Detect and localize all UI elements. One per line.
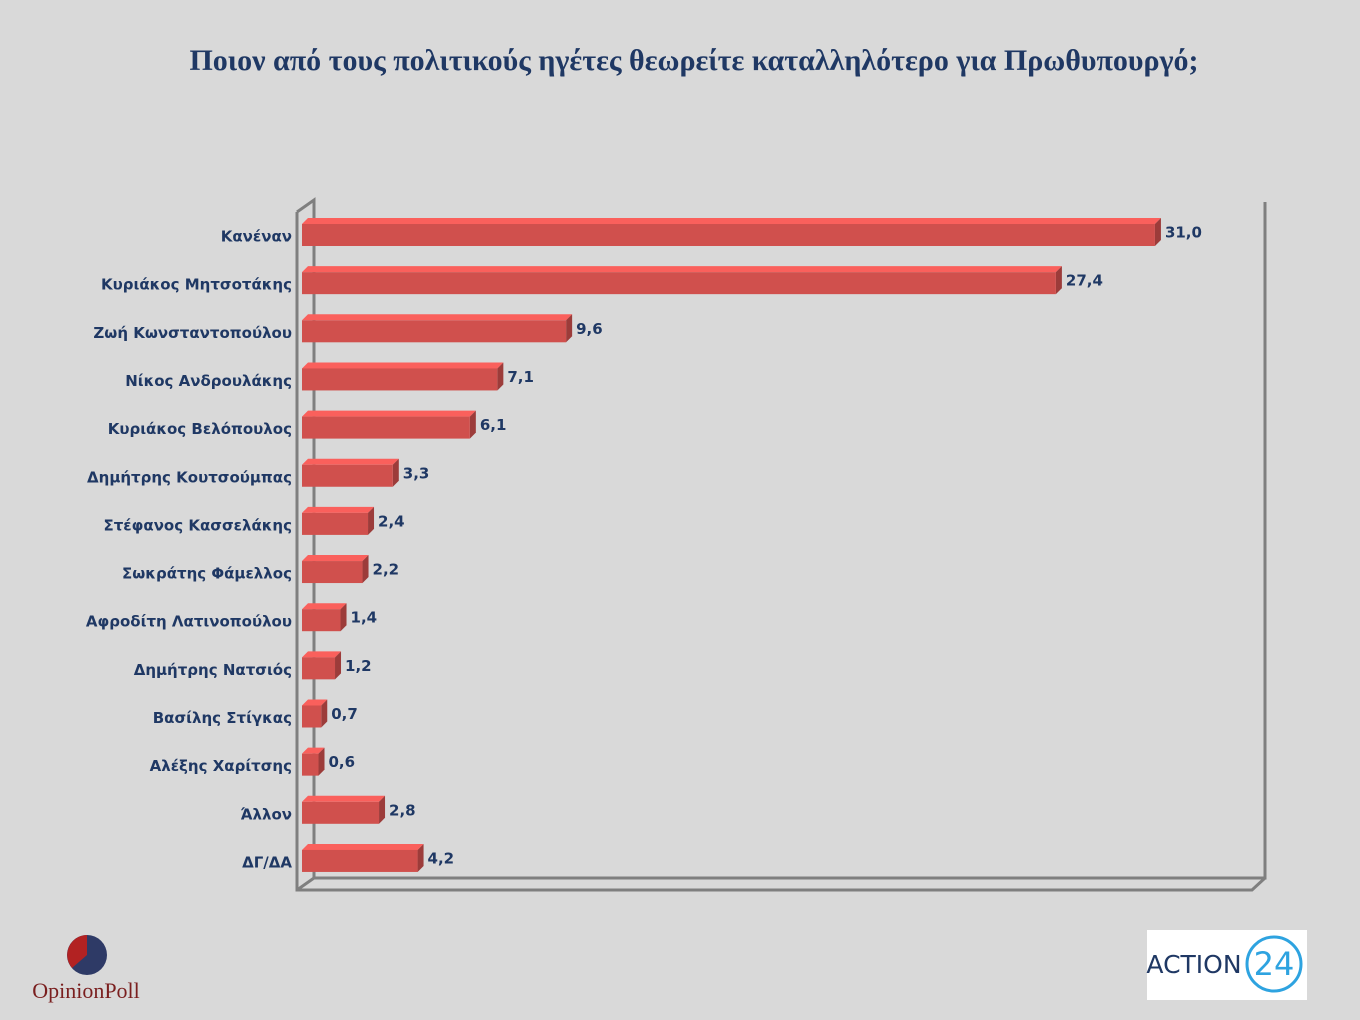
- value-label: 4,2: [428, 849, 455, 867]
- category-label: Δημήτρης Νατσιός: [134, 661, 292, 679]
- bar-top: [302, 506, 375, 513]
- bar: [302, 747, 325, 776]
- category-label: Ζωή Κωνσταντοπούλου: [93, 324, 292, 342]
- bar-top: [302, 555, 369, 562]
- value-label: 2,8: [389, 801, 416, 819]
- category-label: Αλέξης Χαρίτσης: [150, 757, 292, 775]
- bar-side: [566, 314, 573, 343]
- floor-edge: [296, 876, 315, 892]
- bar-top: [302, 218, 1161, 224]
- bar-top: [302, 603, 347, 610]
- bar-front: [302, 416, 470, 439]
- bar: [302, 795, 386, 824]
- floor-edge: [295, 212, 1267, 892]
- bar-side: [340, 603, 347, 632]
- bar: [302, 651, 342, 680]
- bar-side: [1154, 218, 1161, 246]
- bar-front: [302, 705, 322, 728]
- category-label: Στέφανος Κασσελάκης: [103, 516, 292, 534]
- category-label: Νίκος Ανδρουλάκης: [125, 372, 292, 390]
- bar-side: [335, 651, 342, 680]
- category-label: Δημήτρης Κουτσούμπας: [87, 468, 292, 486]
- bar: [302, 218, 1161, 246]
- bar-side: [379, 795, 386, 824]
- logo-box: [1147, 930, 1307, 1000]
- bar-top: [302, 843, 424, 850]
- bar-front: [302, 224, 1155, 246]
- category-label: Σωκράτης Φάμελλος: [122, 565, 292, 583]
- value-label: 6,1: [480, 416, 507, 434]
- bar-top: [302, 410, 476, 417]
- bar-top: [302, 699, 328, 706]
- bar: [302, 603, 347, 632]
- bar-top: [302, 795, 386, 802]
- bar-top: [302, 747, 325, 754]
- bar-side: [321, 699, 328, 728]
- bar-side: [392, 458, 399, 487]
- bar: [302, 410, 476, 439]
- bar: [302, 699, 328, 728]
- bar-side: [469, 410, 476, 439]
- category-label: Κυριάκος Βελόπουλος: [108, 420, 292, 438]
- logo-slice: [67, 935, 87, 968]
- bar-front: [302, 753, 319, 776]
- bar-side: [362, 555, 369, 584]
- value-label: 0,6: [329, 753, 356, 771]
- chart-title: Ποιον από τους πολιτικούς ηγέτες θεωρείτ…: [189, 44, 1198, 77]
- frame: [295, 197, 1267, 892]
- bar-front: [302, 609, 341, 632]
- opinionpoll-logo: OpinionPoll: [32, 935, 140, 1003]
- bar-front: [302, 272, 1056, 295]
- bar: [302, 555, 369, 584]
- value-label: 27,4: [1066, 272, 1103, 290]
- value-label: 3,3: [403, 464, 430, 482]
- bar-top: [302, 266, 1062, 273]
- bar-front: [302, 801, 380, 824]
- category-label: ΔΓ/ΔΑ: [242, 853, 292, 871]
- bar-top: [302, 314, 573, 321]
- value-label: 9,6: [576, 320, 603, 338]
- value-label: 31,0: [1165, 224, 1202, 242]
- bar-side: [318, 747, 325, 776]
- bar-top: [302, 651, 342, 658]
- bar-front: [302, 561, 363, 584]
- bar: [302, 266, 1062, 295]
- logo-ring: [1245, 935, 1303, 993]
- bar: [302, 314, 573, 343]
- bar: [302, 506, 375, 535]
- bar-front: [302, 657, 336, 680]
- bar-side: [1055, 266, 1062, 295]
- bar-front: [302, 849, 418, 872]
- bar-side: [368, 506, 375, 535]
- bar-front: [302, 320, 567, 343]
- brand-right-word: ACTION: [1146, 950, 1241, 979]
- value-label: 1,4: [351, 609, 378, 627]
- value-label: 7,1: [507, 368, 534, 386]
- category-label: Κανέναν: [221, 228, 292, 246]
- bar-front: [302, 464, 393, 487]
- bar-top: [302, 458, 399, 465]
- category-label: Κυριάκος Μητσοτάκης: [101, 276, 292, 294]
- bar: [302, 458, 399, 487]
- action24-logo: ACTION 24: [1146, 930, 1307, 1000]
- value-label: 2,4: [378, 512, 405, 530]
- category-label: Άλλον: [241, 805, 292, 823]
- bar: [302, 362, 504, 391]
- value-label: 0,7: [331, 705, 358, 723]
- bar-side: [417, 843, 424, 872]
- bar-side: [497, 362, 504, 391]
- bar: [302, 843, 424, 872]
- category-label: Βασίλης Στίγκας: [153, 709, 292, 727]
- bar-top: [302, 362, 504, 369]
- value-label: 2,2: [373, 561, 400, 579]
- bar-front: [302, 368, 498, 391]
- brand-left: OpinionPoll: [32, 978, 140, 1003]
- category-label: Αφροδίτη Λατινοπούλου: [86, 613, 292, 631]
- value-label: 1,2: [345, 657, 372, 675]
- brand-right-number: 24: [1254, 945, 1295, 983]
- bar-front: [302, 512, 369, 535]
